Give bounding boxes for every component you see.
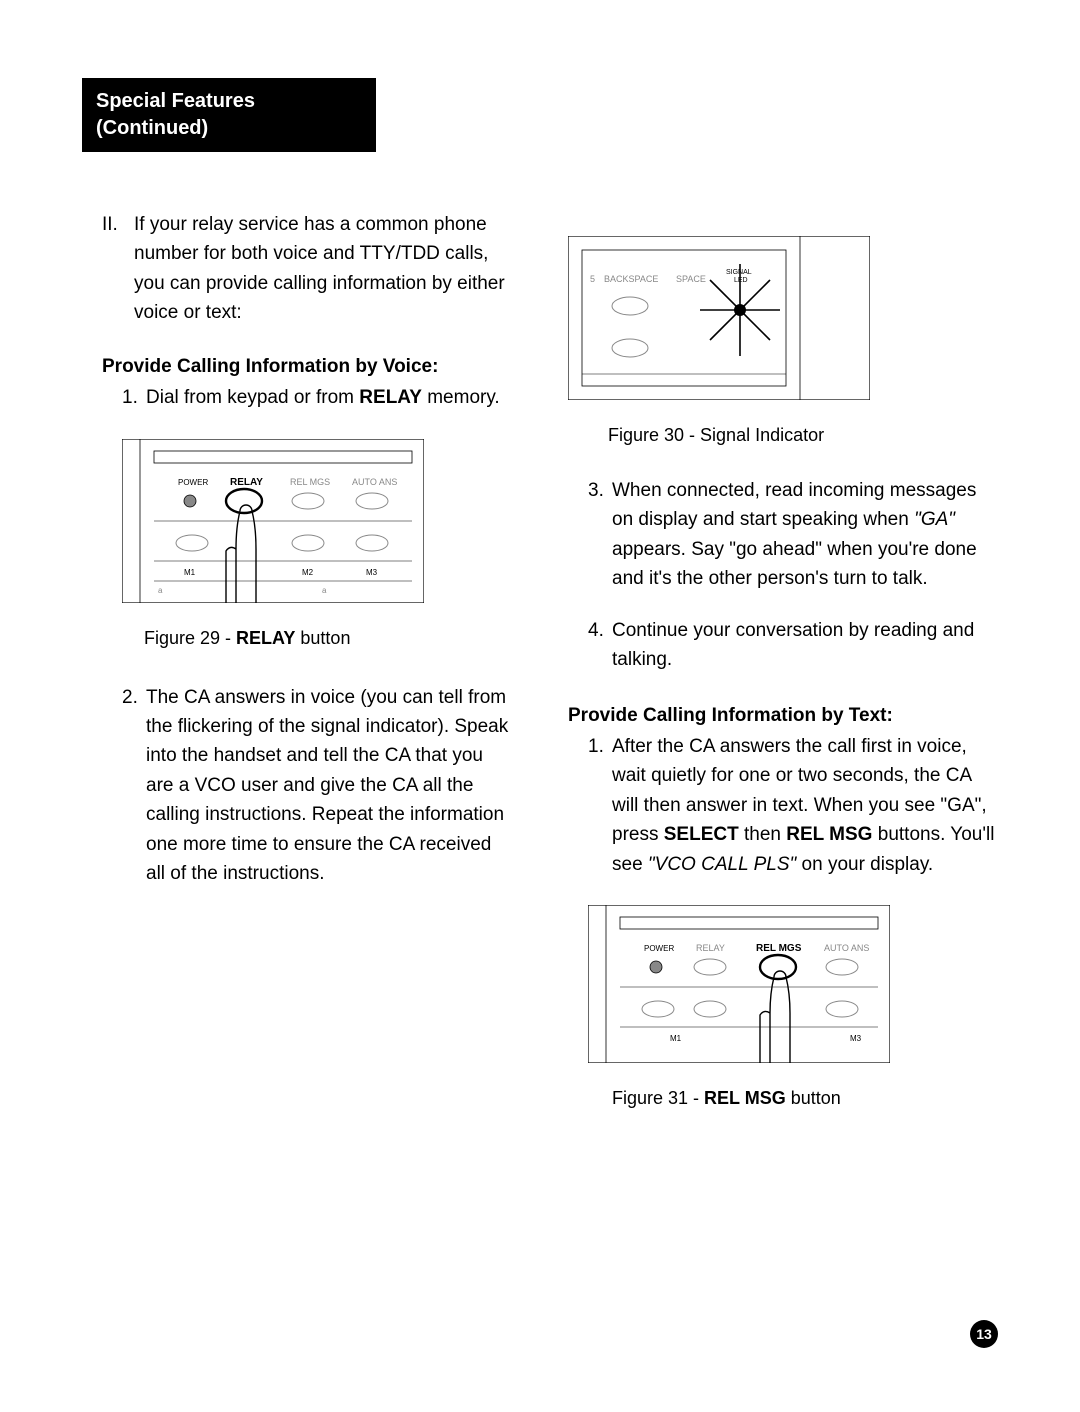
voice-item-1: 1. Dial from keypad or from RELAY memory… <box>82 383 512 412</box>
vco-italic: "VCO CALL PLS" <box>648 854 796 875</box>
relmsg-bold: REL MSG <box>786 824 872 845</box>
header-line1: Special Features <box>96 88 362 115</box>
item-body: Continue your conversation by reading an… <box>612 616 998 675</box>
svg-text:POWER: POWER <box>644 944 674 953</box>
caption-part: Figure 31 - <box>612 1088 704 1108</box>
figure-31-caption: Figure 31 - REL MSG button <box>588 1085 998 1113</box>
relay-button-diagram: POWER RELAY REL MGS AUTO ANS M1 <box>122 439 424 603</box>
svg-text:M1: M1 <box>184 568 196 577</box>
svg-text:M3: M3 <box>850 1034 862 1043</box>
relay-label: RELAY <box>230 477 263 488</box>
power-label: POWER <box>178 478 208 487</box>
text-part: memory. <box>422 387 500 408</box>
select-bold: SELECT <box>664 824 739 845</box>
autoans-label: AUTO ANS <box>352 477 397 487</box>
text-heading: Provide Calling Information by Text: <box>568 701 998 730</box>
svg-text:BACKSPACE: BACKSPACE <box>604 274 658 284</box>
section-header: Special Features (Continued) <box>82 78 376 152</box>
caption-bold: REL MSG <box>704 1088 786 1108</box>
item-number: 2. <box>122 683 146 889</box>
item-body: When connected, read incoming messages o… <box>612 476 998 594</box>
content-columns: II. If your relay service has a common p… <box>82 210 998 1125</box>
caption-part: button <box>295 628 350 648</box>
item-number: 3. <box>588 476 612 594</box>
header-line2: (Continued) <box>96 115 362 142</box>
figure-31: POWER RELAY REL MGS AUTO ANS M1 M3 <box>588 905 998 1113</box>
signal-indicator-diagram: 5 BACKSPACE SPACE SIGNAL LED <box>568 236 870 400</box>
text-item-1: 1. After the CA answers the call first i… <box>568 732 998 879</box>
roman-numeral: II. <box>102 210 134 328</box>
svg-text:M3: M3 <box>366 568 378 577</box>
item-4: 4. Continue your conversation by reading… <box>568 616 998 675</box>
svg-text:a: a <box>158 586 163 595</box>
caption-bold: RELAY <box>236 628 295 648</box>
left-column: II. If your relay service has a common p… <box>82 210 512 1125</box>
page-number: 13 <box>976 1326 992 1342</box>
item-body: Dial from keypad or from RELAY memory. <box>146 383 512 412</box>
svg-text:LED: LED <box>734 277 748 284</box>
ga-italic: "GA" <box>914 509 955 530</box>
svg-text:M2: M2 <box>302 568 314 577</box>
figure-29: POWER RELAY REL MGS AUTO ANS M1 <box>122 439 512 653</box>
roman-item-ii: II. If your relay service has a common p… <box>82 210 512 328</box>
item-number: 4. <box>588 616 612 675</box>
svg-text:M1: M1 <box>670 1034 682 1043</box>
relmgs-label: REL MGS <box>290 477 330 487</box>
svg-text:REL MGS: REL MGS <box>756 943 802 954</box>
caption-part: button <box>786 1088 841 1108</box>
item-body: After the CA answers the call first in v… <box>612 732 998 879</box>
caption-part: Figure 29 - <box>144 628 236 648</box>
svg-text:AUTO ANS: AUTO ANS <box>824 943 869 953</box>
text-part: on your display. <box>796 854 933 875</box>
item-number: 1. <box>588 732 612 879</box>
roman-body: If your relay service has a common phone… <box>134 210 512 328</box>
svg-text:a: a <box>322 586 327 595</box>
relay-bold: RELAY <box>359 387 422 408</box>
svg-text:5: 5 <box>590 274 595 284</box>
right-column: 5 BACKSPACE SPACE SIGNAL LED Figure 3 <box>568 210 998 1125</box>
figure-30: 5 BACKSPACE SPACE SIGNAL LED Figure 3 <box>568 236 998 450</box>
svg-text:SPACE: SPACE <box>676 274 706 284</box>
relmsg-button-diagram: POWER RELAY REL MGS AUTO ANS M1 M3 <box>588 905 890 1063</box>
voice-item-2: 2. The CA answers in voice (you can tell… <box>82 683 512 889</box>
item-number: 1. <box>122 383 146 412</box>
text-part: appears. Say "go ahead" when you're done… <box>612 539 977 589</box>
text-part: then <box>739 824 787 845</box>
item-body: The CA answers in voice (you can tell fr… <box>146 683 512 889</box>
item-3: 3. When connected, read incoming message… <box>568 476 998 594</box>
text-part: Dial from keypad or from <box>146 387 359 408</box>
figure-30-caption: Figure 30 - Signal Indicator <box>568 422 998 450</box>
figure-29-caption: Figure 29 - RELAY button <box>122 625 512 653</box>
svg-text:RELAY: RELAY <box>696 943 725 953</box>
voice-heading: Provide Calling Information by Voice: <box>82 352 512 381</box>
svg-text:SIGNAL: SIGNAL <box>726 269 752 276</box>
page-number-badge: 13 <box>970 1320 998 1348</box>
